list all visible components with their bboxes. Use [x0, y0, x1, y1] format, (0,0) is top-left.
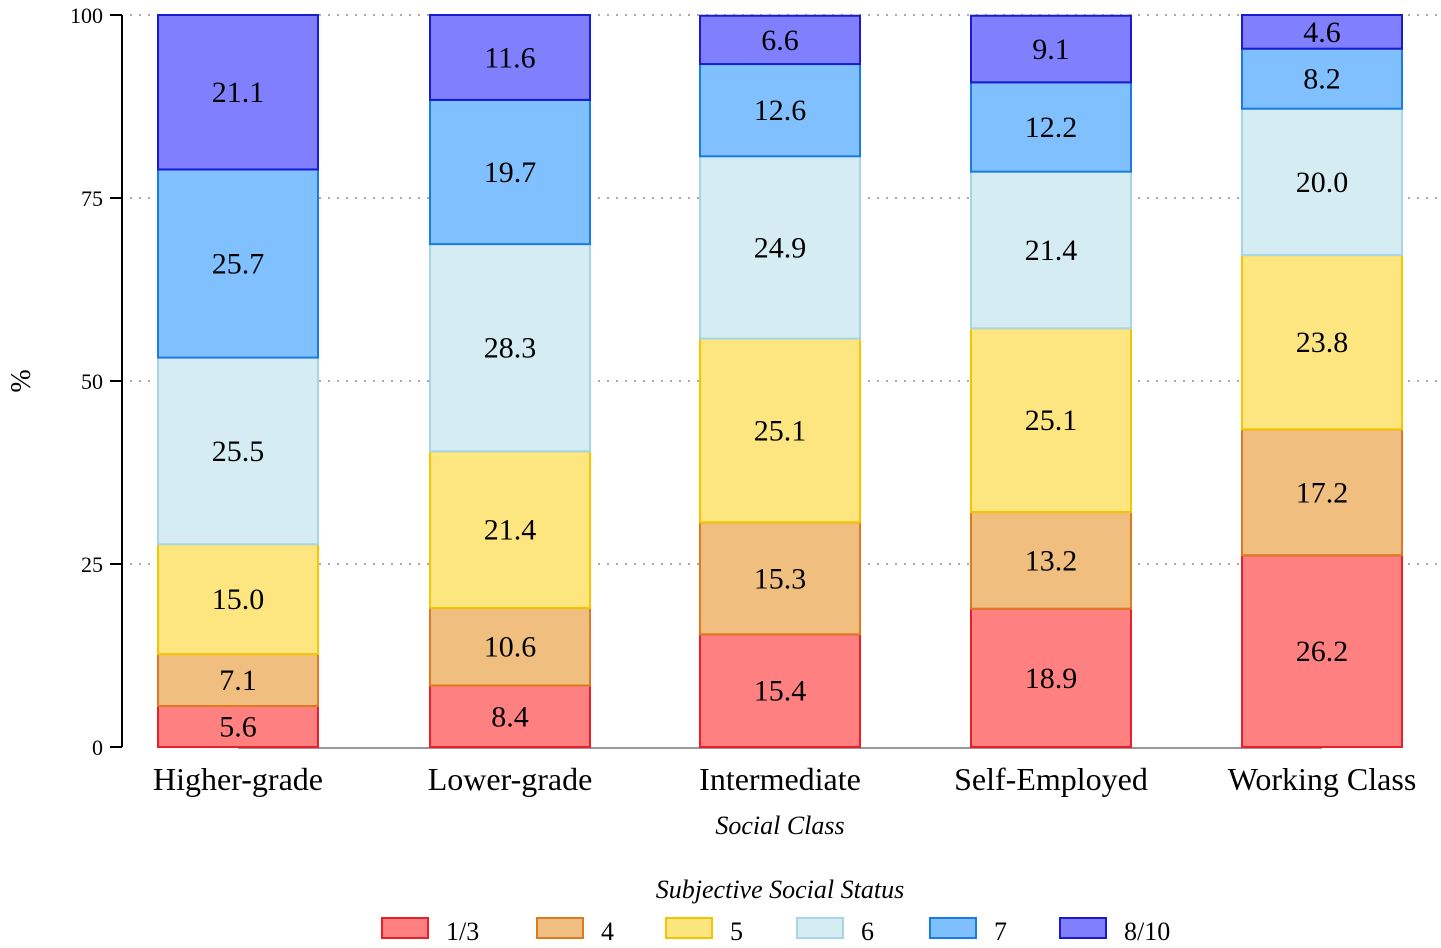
data-label: 25.5 [212, 435, 265, 468]
bars: 5.6 7.1 15.0 25.5 25.7 21.1 8.4 10.6 21.4 28.3 19.… [157, 14, 1403, 749]
data-label: 21.4 [1025, 234, 1078, 267]
y-tick-label: 100 [70, 3, 103, 28]
bar-segment [157, 653, 319, 708]
bar-segment [970, 170, 1132, 330]
data-label: 24.9 [754, 231, 807, 264]
bar-segment [157, 356, 319, 546]
bar-segment [699, 155, 861, 340]
data-label: 6.6 [761, 24, 799, 57]
legend-label: 1/3 [446, 917, 479, 946]
data-label: 28.3 [484, 332, 537, 365]
y-tick-label: 25 [81, 552, 103, 577]
x-axis-label: Social Class [715, 811, 844, 840]
data-label: 19.7 [484, 156, 537, 189]
x-tick-label: Self-Employed [954, 761, 1148, 797]
bar-segment [699, 521, 861, 636]
bar-segment [429, 450, 591, 609]
legend-label: 7 [994, 917, 1007, 946]
bar-segment [157, 168, 319, 359]
legend: 1/3 4 5 6 7 8/10 [381, 917, 1170, 946]
bar-segment [1241, 107, 1403, 257]
data-label: 17.2 [1296, 476, 1349, 509]
data-label: 12.6 [754, 94, 807, 127]
data-label: 25.1 [1025, 404, 1078, 437]
data-label: 7.1 [219, 664, 257, 697]
data-label: 5.6 [219, 711, 257, 744]
y-ticks: 0 25 50 75 100 [70, 3, 122, 760]
bar-segment [1241, 554, 1403, 748]
legend-swatch [536, 917, 584, 939]
data-label: 18.9 [1025, 662, 1078, 695]
x-tick-label: Higher-grade [153, 761, 323, 797]
x-tick-label: Lower-grade [428, 761, 593, 797]
bar-segment [699, 63, 861, 158]
bar-segment [699, 337, 861, 524]
legend-label: 4 [601, 917, 614, 946]
y-tick-label: 50 [81, 369, 103, 394]
data-label: 13.2 [1025, 544, 1078, 577]
legend-swatch [381, 917, 429, 939]
legend-swatch [796, 917, 844, 939]
bar-segment [970, 607, 1132, 748]
bar-segment [157, 14, 319, 171]
legend-label: 6 [861, 917, 874, 946]
data-label: 20.0 [1296, 166, 1349, 199]
y-tick-label: 75 [81, 186, 103, 211]
data-label: 21.4 [484, 514, 537, 547]
data-label: 8.2 [1303, 63, 1341, 96]
data-label: 15.3 [754, 562, 807, 595]
data-label: 21.1 [212, 76, 265, 109]
bar-segment [429, 243, 591, 453]
bar-segment [157, 705, 319, 748]
data-label: 11.6 [484, 41, 535, 74]
data-label: 23.8 [1296, 326, 1349, 359]
data-label: 10.6 [484, 631, 537, 664]
data-label: 25.7 [212, 248, 265, 281]
bar-segment [429, 98, 591, 246]
bar-segment [429, 684, 591, 749]
data-label: 25.1 [754, 414, 807, 447]
bar-segment [429, 606, 591, 687]
bar-segment [1241, 14, 1403, 50]
legend-swatch [1059, 917, 1107, 939]
data-label: 12.2 [1025, 111, 1078, 144]
bar-segment [970, 81, 1132, 173]
x-tick-label: Working Class [1228, 761, 1417, 797]
y-axis-label: % [6, 369, 37, 392]
legend-label: 8/10 [1124, 917, 1170, 946]
data-label: 26.2 [1296, 635, 1349, 668]
data-label: 9.1 [1032, 33, 1070, 66]
data-label: 4.6 [1303, 16, 1341, 49]
data-label: 8.4 [491, 700, 529, 733]
bar-segment [699, 14, 861, 66]
bar-segment [970, 14, 1132, 84]
data-label: 15.0 [212, 583, 265, 616]
bar-segment [970, 327, 1132, 514]
y-tick-label: 0 [92, 735, 103, 760]
x-tick-labels: Higher-grade Lower-grade Intermediate Self-… [153, 761, 1416, 797]
legend-label: 5 [730, 917, 743, 946]
legend-swatch [929, 917, 977, 939]
legend-swatch [665, 917, 713, 939]
legend-title: Subjective Social Status [656, 875, 904, 904]
x-tick-label: Intermediate [699, 761, 861, 797]
bar-segment [1241, 47, 1403, 110]
bar-segment [970, 511, 1132, 610]
bar-segment [699, 633, 861, 748]
data-label: 15.4 [754, 675, 807, 708]
bar-segment [157, 543, 319, 656]
bar-segment [429, 14, 591, 101]
